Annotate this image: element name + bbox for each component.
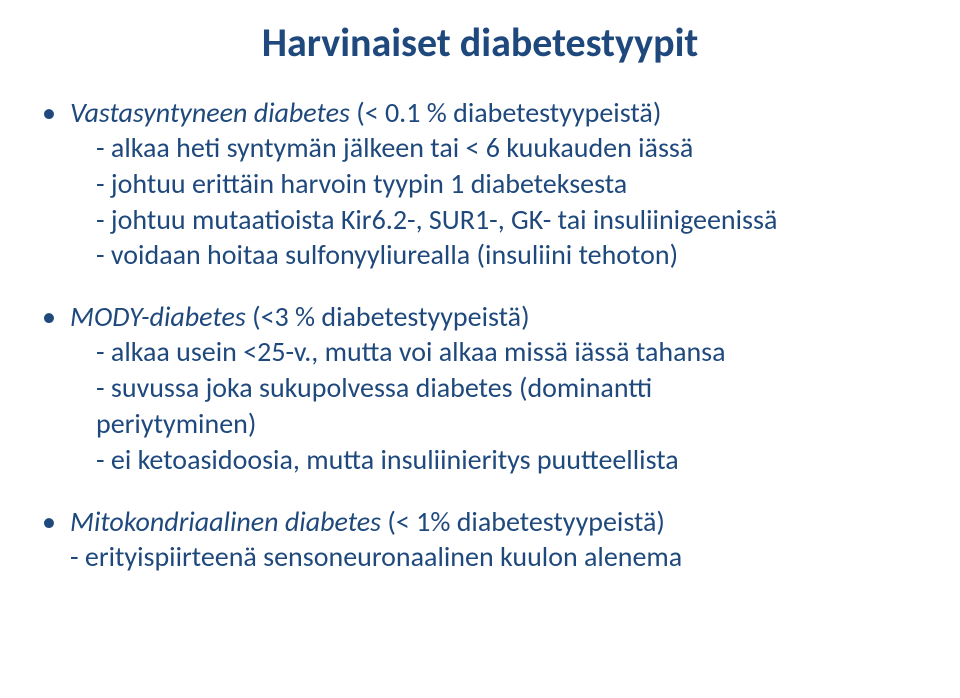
lead-italic: Mitokondriaalinen diabetes	[70, 504, 381, 539]
list-item-lead: Mitokondriaalinen diabetes (< 1% diabete…	[70, 504, 918, 539]
lead-italic: MODY-diabetes	[70, 299, 246, 334]
list-item: Vastasyntyneen diabetes (< 0.1 % diabete…	[42, 95, 918, 273]
sub-line: - suvussa joka sukupolvessa diabetes (do…	[70, 370, 918, 406]
list-item: MODY-diabetes (<3 % diabetestyypeistä) -…	[42, 299, 918, 477]
lead-italic: Vastasyntyneen diabetes	[70, 95, 350, 130]
sub-line: - ei ketoasidoosia, mutta insuliinierity…	[70, 442, 918, 478]
sub-line: periytyminen)	[70, 406, 918, 442]
sub-line: - johtuu erittäin harvoin tyypin 1 diabe…	[70, 166, 918, 202]
sub-line: - voidaan hoitaa sulfonyyliurealla (insu…	[70, 237, 918, 273]
lead-rest: (<3 % diabetestyypeistä)	[246, 299, 530, 334]
page-title: Harvinaiset diabetestyypit	[42, 18, 918, 67]
list-item-lead: Vastasyntyneen diabetes (< 0.1 % diabete…	[70, 95, 918, 130]
sub-line: - alkaa heti syntymän jälkeen tai < 6 ku…	[70, 130, 918, 166]
list-item-lead: MODY-diabetes (<3 % diabetestyypeistä)	[70, 299, 918, 334]
bullet-list: Vastasyntyneen diabetes (< 0.1 % diabete…	[42, 95, 918, 574]
lead-rest: (< 0.1 % diabetestyypeistä)	[350, 95, 661, 130]
sub-line: - erityispiirteenä sensoneuronaalinen ku…	[70, 539, 918, 575]
sub-line: - johtuu mutaatioista Kir6.2-, SUR1-, GK…	[70, 202, 918, 238]
sub-line: - alkaa usein <25-v., mutta voi alkaa mi…	[70, 334, 918, 370]
list-item: Mitokondriaalinen diabetes (< 1% diabete…	[42, 504, 918, 575]
lead-rest: (< 1% diabetestyypeistä)	[381, 504, 665, 539]
